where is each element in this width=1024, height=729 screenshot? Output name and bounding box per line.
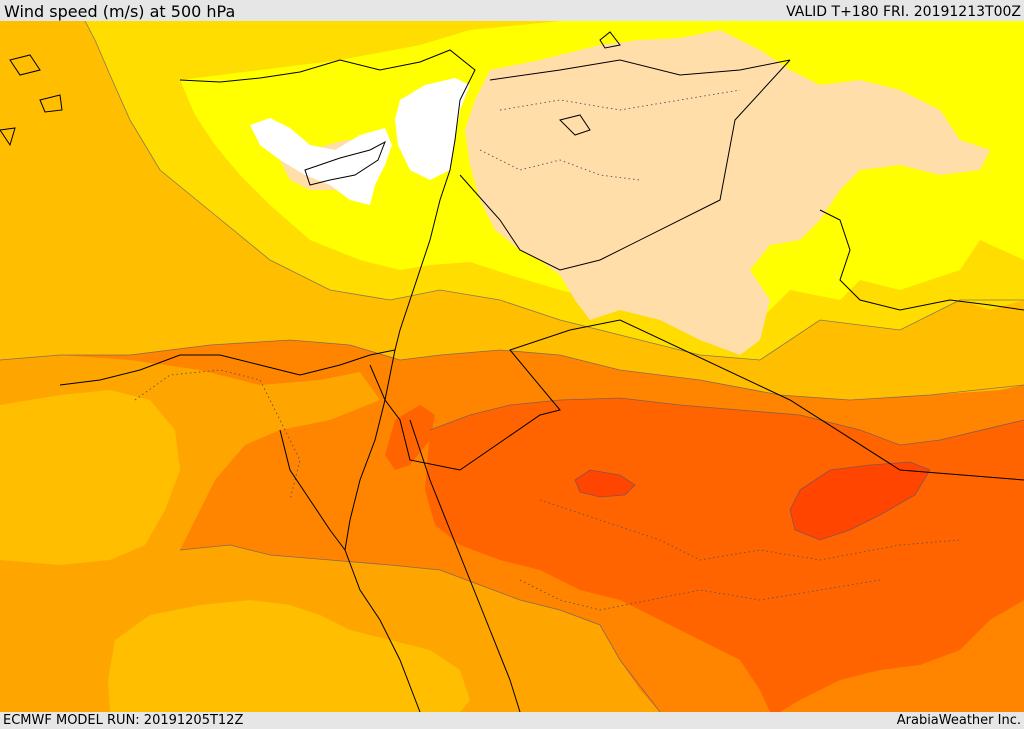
coastlines <box>0 31 1024 712</box>
field-calm-anatolia <box>395 78 470 180</box>
admin-boundaries <box>134 89 961 611</box>
field-jet-core-west <box>575 470 635 497</box>
field-calm-cyprus <box>250 118 392 205</box>
field-moderate-south <box>108 600 470 712</box>
header-bar: Wind speed (m/s) at 500 hPa VALID T+180 … <box>0 0 1024 21</box>
footer-bar: ECMWF MODEL RUN: 20191205T12Z ArabiaWeat… <box>0 712 1024 729</box>
credit: ArabiaWeather Inc. <box>896 713 1021 728</box>
field-very-strong-west <box>385 405 435 470</box>
isotach-contours <box>0 21 1024 712</box>
field-jet-core-east <box>790 462 930 540</box>
valid-time: VALID T+180 FRI. 20191213T00Z <box>786 4 1021 20</box>
weather-map <box>0 21 1024 712</box>
model-run: ECMWF MODEL RUN: 20191205T12Z <box>3 713 244 728</box>
map-title: Wind speed (m/s) at 500 hPa <box>4 2 236 21</box>
field-very-light-east <box>465 30 990 355</box>
wind-speed-map <box>0 21 1024 712</box>
field-moderate-sw <box>0 390 180 565</box>
